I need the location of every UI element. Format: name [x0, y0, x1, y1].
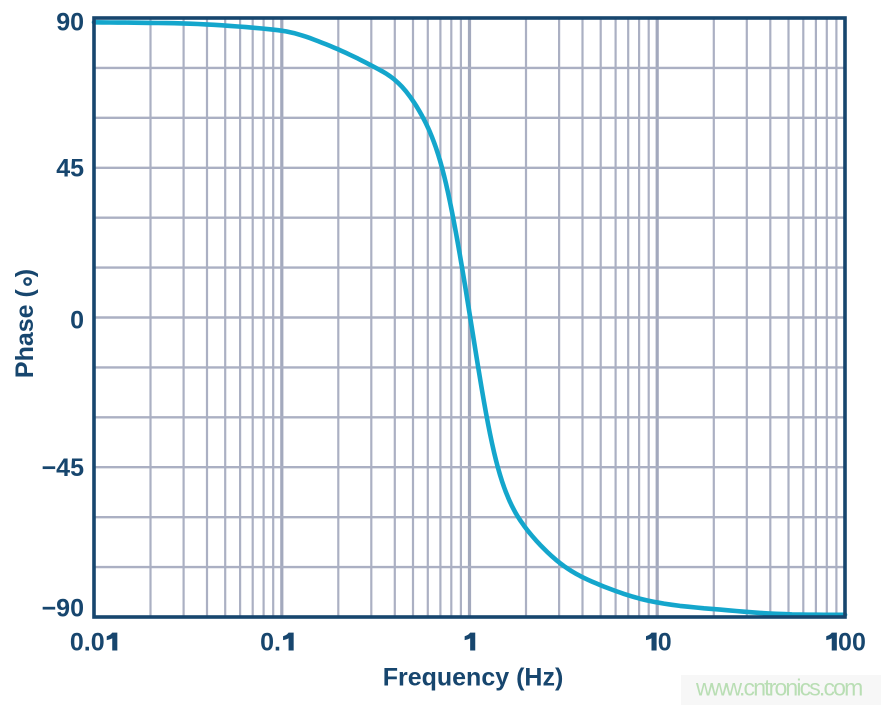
svg-text:.: . [84, 629, 91, 657]
svg-text:): ) [11, 269, 39, 277]
svg-text:Frequency (Hz): Frequency (Hz) [383, 664, 564, 692]
svg-text:0: 0 [838, 629, 852, 657]
svg-text:0: 0 [91, 629, 105, 657]
svg-text:−90: −90 [42, 594, 84, 622]
svg-text:0: 0 [852, 629, 866, 657]
svg-text:.: . [274, 629, 281, 657]
svg-text:45: 45 [56, 154, 84, 182]
svg-text:−45: −45 [42, 454, 85, 482]
svg-text:0: 0 [260, 629, 274, 657]
svg-text:Phase (: Phase ( [11, 288, 39, 378]
svg-text:90: 90 [56, 9, 84, 37]
svg-text:www.cntronics.com: www.cntronics.com [695, 675, 862, 701]
svg-text:0: 0 [658, 629, 672, 657]
svg-text:0: 0 [70, 629, 84, 657]
svg-text:0: 0 [70, 306, 84, 334]
